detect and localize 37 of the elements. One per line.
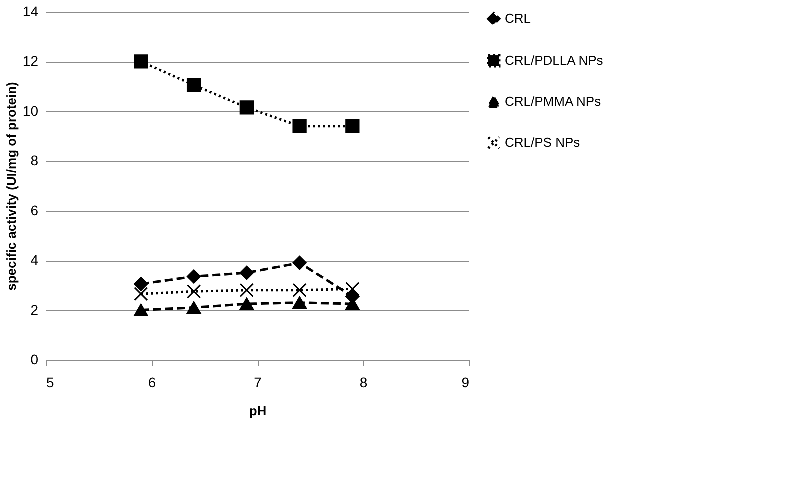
- point: [292, 283, 307, 298]
- y-tick-label: 6: [30, 202, 39, 218]
- point: [292, 119, 307, 134]
- point: [240, 100, 254, 115]
- y-tick-label: 8: [30, 152, 39, 169]
- y-tick-label: 4: [30, 252, 39, 268]
- legend-label: CRL/PMMA NPs: [505, 94, 602, 109]
- legend-label: CRL: [505, 11, 532, 26]
- point: [186, 284, 202, 299]
- x-tick-label: 7: [254, 374, 262, 390]
- point: [292, 256, 307, 270]
- y-tick-label: 2: [30, 302, 39, 318]
- x-tick-label: 8: [360, 374, 368, 390]
- point: [240, 283, 254, 298]
- x-axis-title: pH: [249, 404, 267, 418]
- point: [186, 302, 202, 314]
- point: [134, 287, 148, 302]
- legend-label: CRL/PDLLA NPs: [505, 53, 604, 68]
- point: [134, 304, 148, 317]
- point: [240, 298, 254, 310]
- point: [346, 282, 360, 296]
- x-tick-label: 9: [462, 374, 470, 390]
- x-tick-label: 6: [148, 374, 156, 390]
- point: [134, 277, 148, 292]
- point: [186, 78, 202, 92]
- y-tick-label: 14: [22, 4, 39, 20]
- legend-label: CRL/PS NPs: [505, 135, 581, 150]
- point: [346, 119, 360, 134]
- y-axis-title: specific activity (UI/mg of protein): [4, 82, 19, 291]
- y-tick-label: 12: [22, 53, 39, 70]
- point: [292, 296, 307, 310]
- y-tick-label: 0: [30, 352, 39, 368]
- x-tick-label: 5: [46, 374, 54, 390]
- point: [186, 270, 202, 284]
- y-tick-label: 10: [22, 102, 39, 119]
- point: [134, 54, 148, 69]
- point: [240, 266, 254, 280]
